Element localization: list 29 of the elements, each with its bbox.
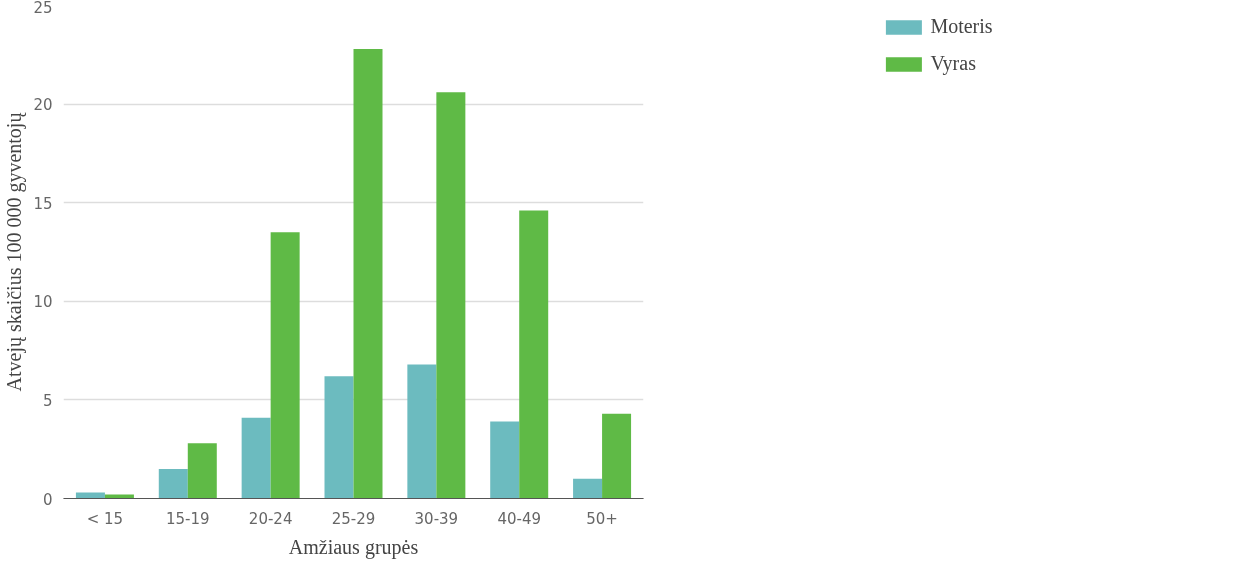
bar: [324, 376, 354, 499]
bar: [187, 443, 217, 499]
x-tick-label: 30-39: [414, 509, 459, 528]
bar: [270, 232, 300, 499]
legend-label: Moteris: [930, 15, 993, 38]
y-tick-label: 5: [42, 391, 53, 410]
bar: [519, 210, 549, 499]
y-tick-label: 15: [33, 194, 53, 213]
x-axis-title: Amžiaus grupės: [288, 535, 419, 559]
bar: [353, 48, 383, 499]
x-tick-label: 40-49: [497, 509, 542, 528]
y-axis-title: Atvejų skaičius 100 000 gyventojų: [3, 111, 27, 392]
y-tick-label: 25: [33, 0, 53, 17]
x-tick-label: 15-19: [165, 509, 210, 528]
y-tick-label: 10: [33, 293, 53, 312]
bar: [573, 478, 603, 499]
bar: [602, 413, 632, 499]
y-tick-label: 20: [33, 96, 53, 115]
x-tick-label: 25-29: [331, 509, 376, 528]
y-tick-label: 0: [42, 490, 53, 509]
x-tick-label: 50+: [586, 509, 618, 528]
bar: [436, 92, 466, 499]
bar: [490, 421, 520, 499]
x-tick-label: 20-24: [248, 509, 293, 528]
bar: [407, 364, 437, 499]
x-tick-label: < 15: [86, 509, 124, 528]
legend-label: Vyras: [930, 52, 976, 75]
bar: [241, 417, 271, 499]
bar: [158, 468, 188, 499]
